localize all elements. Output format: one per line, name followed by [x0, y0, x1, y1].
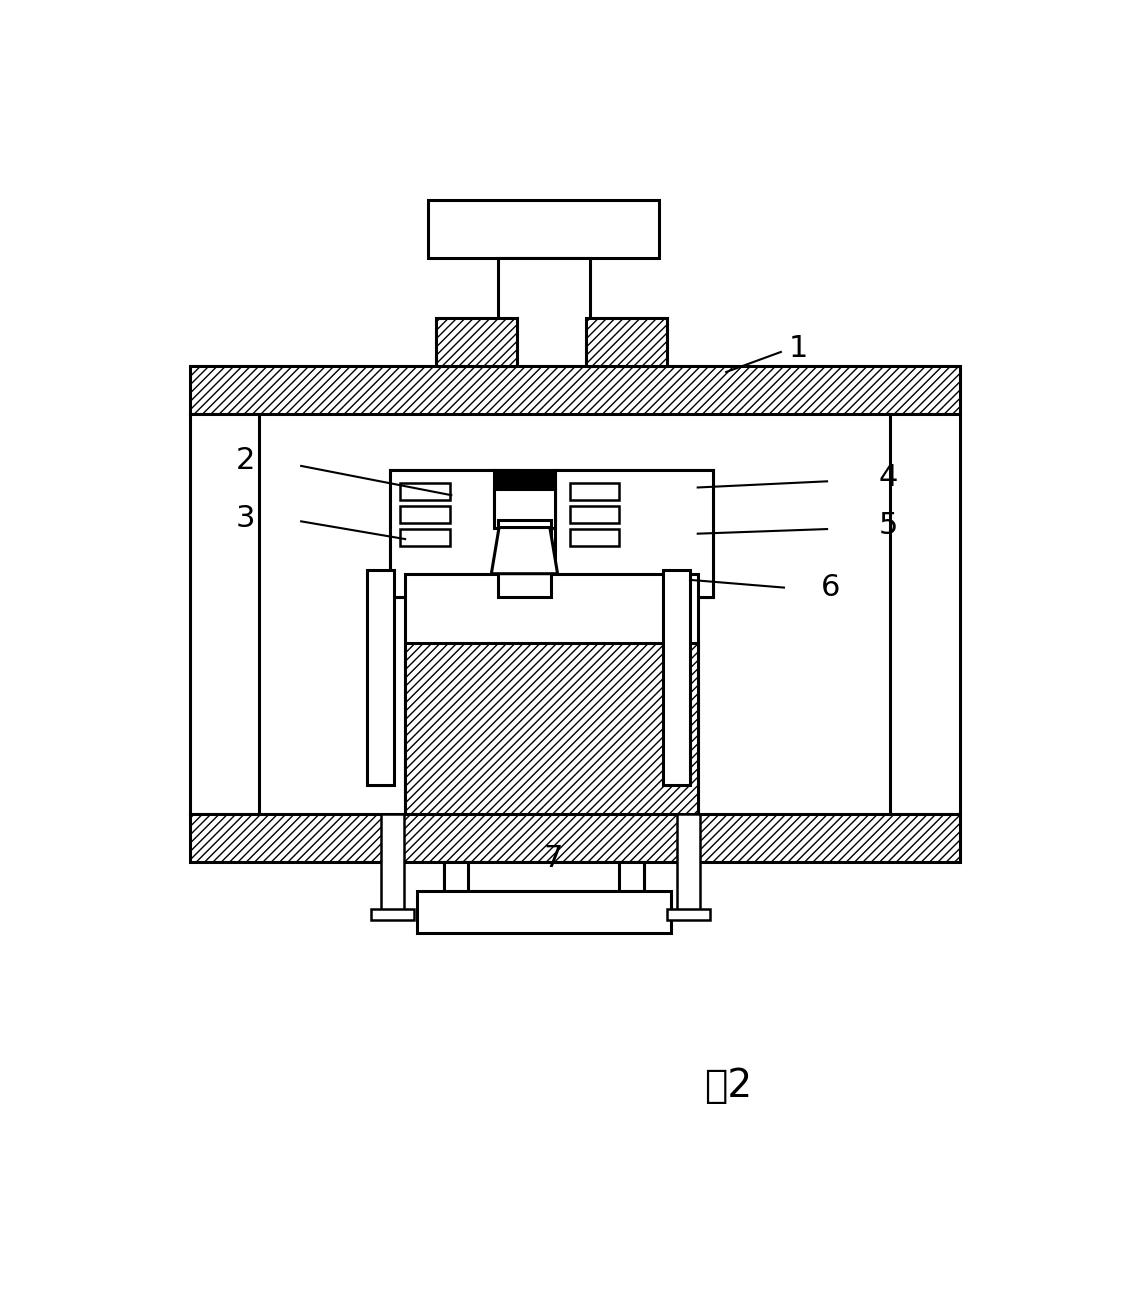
Polygon shape	[491, 528, 558, 574]
Bar	[444, 862, 644, 891]
Bar	[498, 520, 552, 597]
Bar	[190, 815, 960, 862]
Bar	[677, 815, 700, 911]
Bar	[890, 413, 960, 815]
Bar	[663, 570, 690, 786]
Text: 7: 7	[543, 844, 563, 873]
Bar	[493, 470, 555, 520]
Bar	[493, 490, 555, 528]
Bar	[190, 366, 960, 413]
Bar	[436, 318, 517, 366]
Bar	[390, 470, 517, 597]
Bar	[417, 891, 671, 933]
Bar	[371, 908, 415, 920]
Text: 6: 6	[821, 572, 841, 603]
Text: 3: 3	[235, 504, 255, 533]
Bar	[667, 908, 710, 920]
Text: 5: 5	[879, 512, 898, 541]
Bar	[405, 644, 698, 816]
Bar	[570, 505, 619, 522]
Text: 4: 4	[879, 463, 898, 492]
Bar	[400, 483, 450, 500]
Text: 图2: 图2	[705, 1067, 753, 1104]
Bar	[555, 470, 713, 597]
Bar	[400, 529, 450, 546]
Bar	[570, 529, 619, 546]
Bar	[428, 200, 659, 258]
Bar	[444, 862, 469, 891]
Bar	[619, 862, 644, 891]
Bar	[498, 258, 590, 408]
Text: 1: 1	[789, 334, 808, 363]
Bar	[366, 570, 393, 786]
Bar	[381, 815, 405, 911]
Bar	[390, 470, 713, 597]
Bar	[400, 505, 450, 522]
Bar	[586, 318, 667, 366]
Text: 2: 2	[236, 446, 255, 475]
Bar	[190, 413, 259, 815]
Bar	[570, 483, 619, 500]
Bar	[405, 574, 698, 816]
